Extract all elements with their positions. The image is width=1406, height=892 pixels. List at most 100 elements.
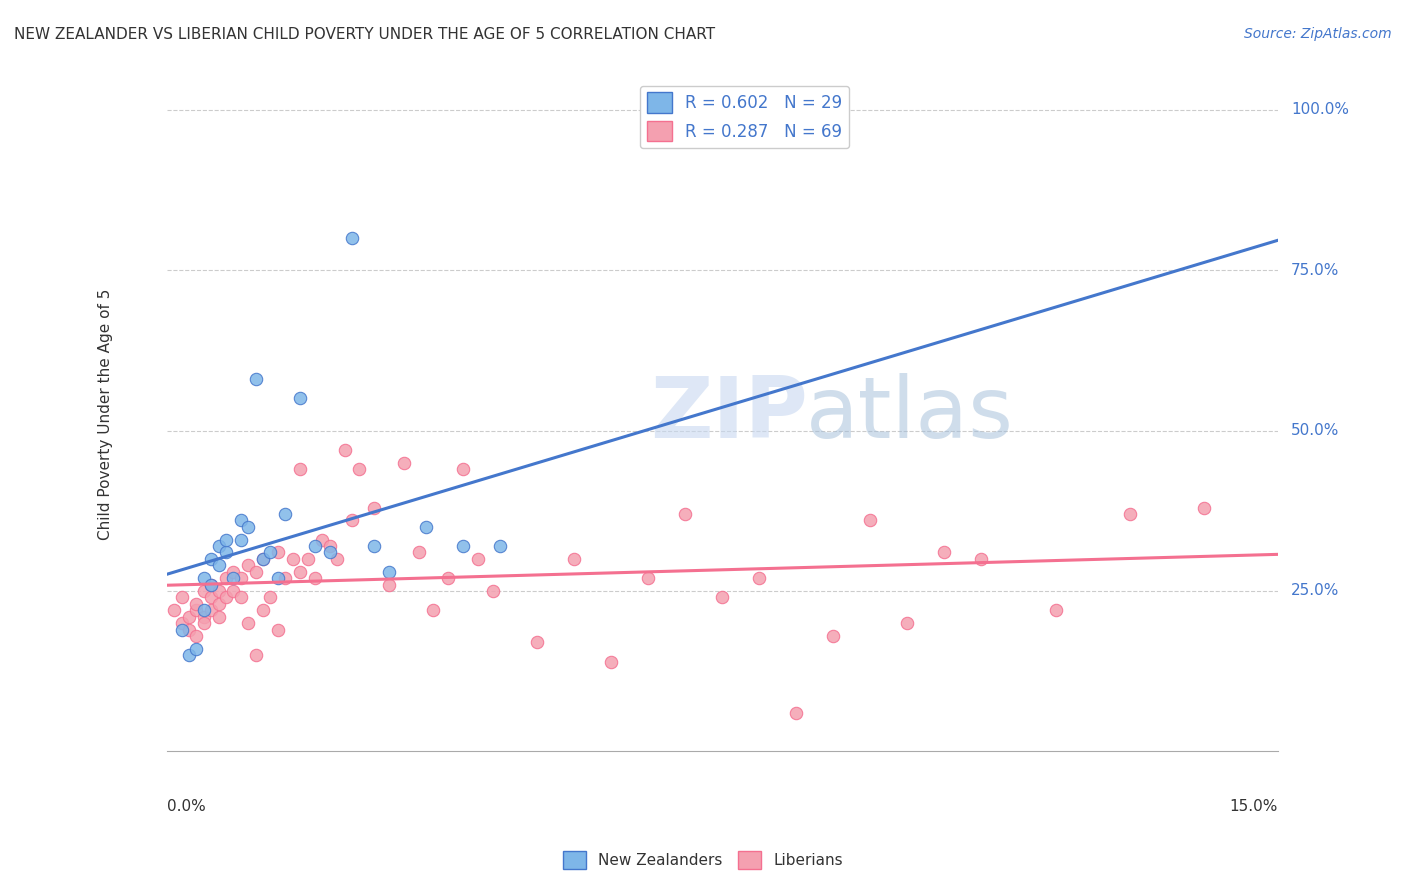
Point bbox=[215, 571, 238, 585]
Point bbox=[170, 616, 193, 631]
Point bbox=[288, 462, 311, 476]
Point bbox=[288, 392, 311, 406]
Point bbox=[304, 571, 326, 585]
Point bbox=[215, 533, 238, 547]
Point bbox=[422, 603, 444, 617]
Point bbox=[259, 545, 281, 559]
Point bbox=[186, 597, 208, 611]
Text: 25.0%: 25.0% bbox=[1291, 583, 1340, 599]
Legend: New Zealanders, Liberians: New Zealanders, Liberians bbox=[557, 845, 849, 875]
Point bbox=[378, 577, 401, 591]
Point bbox=[970, 552, 993, 566]
Point bbox=[340, 231, 363, 245]
Point bbox=[238, 520, 260, 534]
Point bbox=[562, 552, 585, 566]
Point bbox=[245, 648, 267, 663]
Point bbox=[245, 372, 267, 386]
Text: 15.0%: 15.0% bbox=[1229, 798, 1278, 814]
Point bbox=[200, 577, 222, 591]
Point bbox=[319, 539, 342, 553]
Point bbox=[859, 513, 882, 527]
Point bbox=[378, 565, 401, 579]
Text: 0.0%: 0.0% bbox=[167, 798, 205, 814]
Point bbox=[215, 545, 238, 559]
Point bbox=[333, 442, 356, 457]
Point bbox=[208, 539, 231, 553]
Point bbox=[193, 609, 215, 624]
Point bbox=[163, 603, 186, 617]
Point bbox=[186, 603, 208, 617]
Point bbox=[170, 623, 193, 637]
Point bbox=[267, 623, 290, 637]
Point bbox=[238, 558, 260, 573]
Point bbox=[451, 462, 474, 476]
Point bbox=[222, 565, 245, 579]
Point bbox=[186, 629, 208, 643]
Point bbox=[311, 533, 333, 547]
Text: 50.0%: 50.0% bbox=[1291, 423, 1340, 438]
Point bbox=[637, 571, 659, 585]
Point bbox=[326, 552, 349, 566]
Point bbox=[363, 500, 385, 515]
Point bbox=[200, 552, 222, 566]
Point bbox=[319, 545, 342, 559]
Point bbox=[1192, 500, 1215, 515]
Point bbox=[274, 507, 297, 521]
Point bbox=[229, 591, 252, 605]
Text: Child Poverty Under the Age of 5: Child Poverty Under the Age of 5 bbox=[98, 289, 114, 541]
Point bbox=[934, 545, 956, 559]
Text: NEW ZEALANDER VS LIBERIAN CHILD POVERTY UNDER THE AGE OF 5 CORRELATION CHART: NEW ZEALANDER VS LIBERIAN CHILD POVERTY … bbox=[14, 27, 716, 42]
Point bbox=[229, 571, 252, 585]
Point bbox=[1118, 507, 1140, 521]
Point bbox=[363, 539, 385, 553]
Point bbox=[349, 462, 371, 476]
Point bbox=[229, 513, 252, 527]
Point bbox=[259, 591, 281, 605]
Point bbox=[785, 706, 807, 720]
Point bbox=[222, 584, 245, 599]
Point bbox=[177, 623, 200, 637]
Point bbox=[673, 507, 696, 521]
Text: ZIP: ZIP bbox=[650, 373, 808, 456]
Point bbox=[267, 545, 290, 559]
Point bbox=[177, 648, 200, 663]
Point bbox=[408, 545, 430, 559]
Point bbox=[297, 552, 319, 566]
Point bbox=[186, 641, 208, 656]
Point bbox=[200, 577, 222, 591]
Point bbox=[193, 616, 215, 631]
Text: 100.0%: 100.0% bbox=[1291, 102, 1350, 117]
Point bbox=[200, 603, 222, 617]
Point bbox=[177, 609, 200, 624]
Point bbox=[229, 533, 252, 547]
Point bbox=[340, 513, 363, 527]
Text: 75.0%: 75.0% bbox=[1291, 262, 1340, 277]
Point bbox=[481, 584, 503, 599]
Point bbox=[467, 552, 489, 566]
Point bbox=[711, 591, 734, 605]
Point bbox=[274, 571, 297, 585]
Point bbox=[600, 655, 623, 669]
Point bbox=[208, 558, 231, 573]
Point bbox=[252, 552, 274, 566]
Point bbox=[238, 616, 260, 631]
Point bbox=[526, 635, 548, 649]
Point bbox=[193, 571, 215, 585]
Legend: R = 0.602   N = 29, R = 0.287   N = 69: R = 0.602 N = 29, R = 0.287 N = 69 bbox=[640, 86, 849, 148]
Point bbox=[281, 552, 304, 566]
Text: atlas: atlas bbox=[806, 373, 1014, 456]
Point bbox=[748, 571, 770, 585]
Text: Source: ZipAtlas.com: Source: ZipAtlas.com bbox=[1244, 27, 1392, 41]
Point bbox=[193, 584, 215, 599]
Point bbox=[437, 571, 460, 585]
Point bbox=[208, 597, 231, 611]
Point bbox=[252, 552, 274, 566]
Point bbox=[415, 520, 437, 534]
Point bbox=[288, 565, 311, 579]
Point bbox=[823, 629, 845, 643]
Point bbox=[208, 609, 231, 624]
Point bbox=[245, 565, 267, 579]
Point bbox=[200, 591, 222, 605]
Point bbox=[193, 603, 215, 617]
Point bbox=[489, 539, 512, 553]
